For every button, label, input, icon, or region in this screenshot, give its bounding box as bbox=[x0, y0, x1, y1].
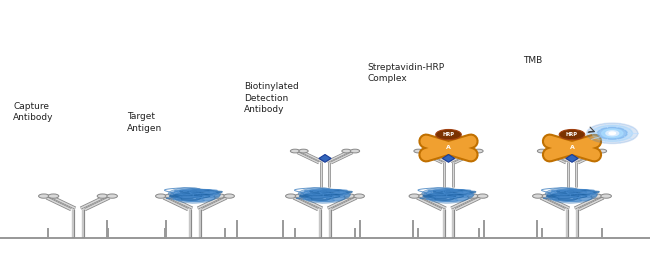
Circle shape bbox=[419, 194, 429, 198]
Circle shape bbox=[291, 149, 300, 153]
Text: HRP: HRP bbox=[566, 132, 578, 137]
Ellipse shape bbox=[305, 193, 345, 203]
Circle shape bbox=[98, 194, 108, 198]
Circle shape bbox=[155, 194, 166, 198]
Ellipse shape bbox=[428, 193, 469, 203]
Ellipse shape bbox=[168, 187, 202, 197]
Ellipse shape bbox=[175, 193, 215, 203]
Polygon shape bbox=[443, 154, 454, 162]
Ellipse shape bbox=[176, 192, 203, 200]
Circle shape bbox=[107, 194, 118, 198]
Ellipse shape bbox=[552, 193, 592, 203]
Circle shape bbox=[542, 194, 552, 198]
Circle shape bbox=[474, 149, 483, 153]
Circle shape bbox=[609, 132, 616, 135]
Circle shape bbox=[602, 129, 623, 138]
Text: TMB: TMB bbox=[523, 56, 543, 65]
Circle shape bbox=[285, 194, 296, 198]
Ellipse shape bbox=[566, 189, 598, 197]
Circle shape bbox=[414, 149, 423, 153]
Circle shape bbox=[592, 125, 632, 141]
Circle shape bbox=[165, 194, 176, 198]
Text: A: A bbox=[446, 146, 451, 151]
Ellipse shape bbox=[306, 192, 333, 200]
Text: HRP: HRP bbox=[443, 132, 454, 137]
Circle shape bbox=[344, 194, 355, 198]
Text: Biotinylated
Detection
Antibody: Biotinylated Detection Antibody bbox=[244, 82, 298, 114]
Circle shape bbox=[436, 129, 461, 140]
Circle shape bbox=[468, 194, 478, 198]
Circle shape bbox=[38, 194, 49, 198]
Circle shape bbox=[597, 127, 627, 139]
Ellipse shape bbox=[319, 189, 351, 197]
Ellipse shape bbox=[430, 192, 457, 200]
Ellipse shape bbox=[424, 189, 473, 202]
Circle shape bbox=[589, 149, 598, 153]
Circle shape bbox=[546, 149, 555, 153]
Circle shape bbox=[601, 194, 612, 198]
Circle shape bbox=[465, 149, 474, 153]
Circle shape bbox=[597, 149, 606, 153]
Text: A: A bbox=[569, 146, 575, 151]
Ellipse shape bbox=[553, 192, 580, 200]
Ellipse shape bbox=[170, 189, 220, 202]
Ellipse shape bbox=[189, 189, 221, 197]
Circle shape bbox=[592, 194, 602, 198]
Circle shape bbox=[350, 149, 359, 153]
Circle shape bbox=[295, 194, 306, 198]
Circle shape bbox=[532, 194, 543, 198]
Polygon shape bbox=[319, 154, 331, 162]
Circle shape bbox=[214, 194, 225, 198]
Circle shape bbox=[559, 129, 585, 140]
Text: Streptavidin-HRP
Complex: Streptavidin-HRP Complex bbox=[367, 63, 445, 83]
Circle shape bbox=[409, 194, 420, 198]
Polygon shape bbox=[566, 154, 578, 162]
Text: Capture
Antibody: Capture Antibody bbox=[13, 102, 53, 122]
Circle shape bbox=[342, 149, 351, 153]
Ellipse shape bbox=[443, 189, 474, 197]
Ellipse shape bbox=[545, 187, 579, 197]
Circle shape bbox=[587, 123, 638, 144]
Text: Target
Antigen: Target Antigen bbox=[127, 112, 162, 133]
Circle shape bbox=[422, 149, 432, 153]
Circle shape bbox=[299, 149, 308, 153]
Circle shape bbox=[538, 149, 547, 153]
Ellipse shape bbox=[547, 189, 597, 202]
Circle shape bbox=[224, 194, 235, 198]
Circle shape bbox=[354, 194, 365, 198]
Ellipse shape bbox=[298, 187, 332, 197]
Circle shape bbox=[606, 131, 619, 136]
Ellipse shape bbox=[300, 189, 350, 202]
Ellipse shape bbox=[422, 187, 456, 197]
Circle shape bbox=[477, 194, 488, 198]
Circle shape bbox=[48, 194, 58, 198]
